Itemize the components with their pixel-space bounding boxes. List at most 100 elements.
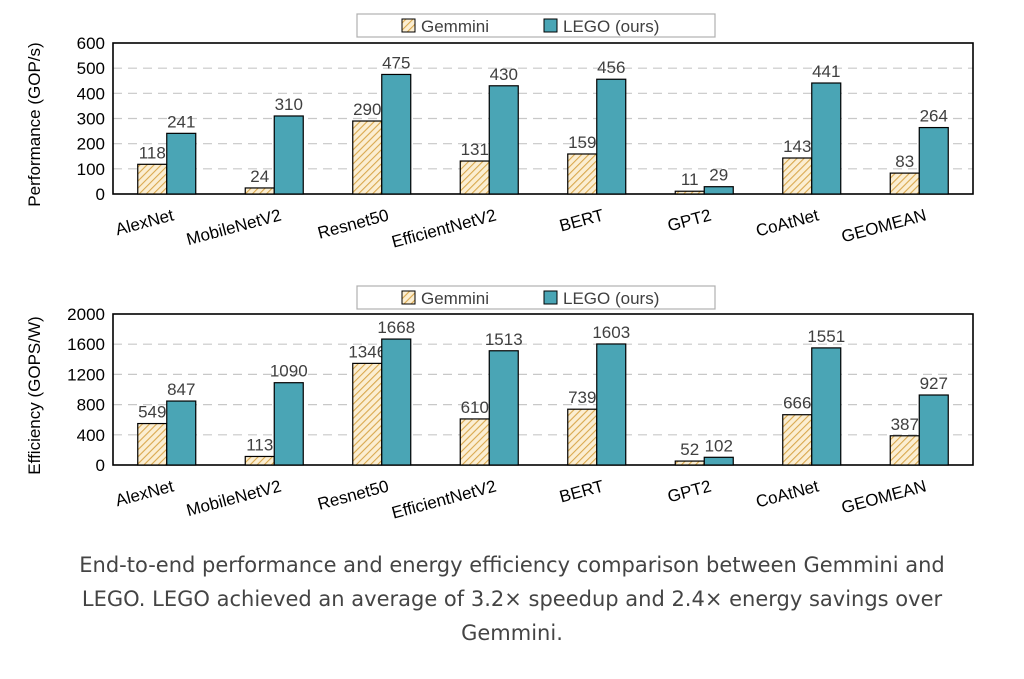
performance-chart: 0 100 200 300 400 500 600 Performance (GOP/s) 11… xyxy=(25,13,974,252)
x-tick-label: AlexNet xyxy=(113,205,176,239)
bar-gemmini xyxy=(244,455,275,466)
x-tick-label: GPT2 xyxy=(665,206,713,236)
y-tick-label: 1200 xyxy=(67,365,105,384)
y-tick-label: 400 xyxy=(77,84,105,103)
data-label-lego: 1090 xyxy=(270,362,308,381)
bar-gemmini xyxy=(352,120,383,195)
data-label-gemmini: 549 xyxy=(138,403,166,422)
legend-label-lego: LEGO (ours) xyxy=(563,17,659,36)
bar-lego xyxy=(811,347,842,466)
legend-swatch-lego xyxy=(543,290,558,305)
y-tick-label: 400 xyxy=(77,426,105,445)
data-label-gemmini: 1346 xyxy=(348,342,386,361)
data-label-lego: 1513 xyxy=(485,330,523,349)
bar-lego xyxy=(703,456,734,466)
data-label-gemmini: 666 xyxy=(783,394,811,413)
bar-lego xyxy=(166,132,197,195)
data-label-lego: 1551 xyxy=(807,327,845,346)
bar-lego xyxy=(166,400,197,466)
data-label-lego: 29 xyxy=(709,166,728,185)
data-label-lego: 310 xyxy=(275,95,303,114)
data-label-gemmini: 131 xyxy=(461,140,489,159)
legend-label-gemmini: Gemmini xyxy=(421,17,489,36)
y-tick-label: 1600 xyxy=(67,335,105,354)
x-tick-label: BERT xyxy=(557,206,605,236)
data-label-lego: 441 xyxy=(812,62,840,81)
data-label-gemmini: 113 xyxy=(246,435,273,454)
data-label-lego: 102 xyxy=(705,436,733,455)
bar-lego xyxy=(488,350,519,466)
data-label-lego: 264 xyxy=(920,107,948,126)
legend-label-gemmini: Gemmini xyxy=(421,289,489,308)
legend-swatch-lego xyxy=(543,18,558,33)
data-label-gemmini: 52 xyxy=(680,440,699,459)
data-label-lego: 475 xyxy=(382,53,410,72)
data-label-gemmini: 159 xyxy=(568,133,596,152)
legend-label-lego: LEGO (ours) xyxy=(563,289,659,308)
caption-line-2: LEGO. LEGO achieved an average of 3.2× s… xyxy=(81,587,943,611)
y-tick-label: 200 xyxy=(77,135,105,154)
y-tick-label: 0 xyxy=(96,185,105,204)
legend-swatch-gemmini xyxy=(401,18,416,33)
y-axis-label: Performance (GOP/s) xyxy=(25,42,44,206)
data-label-lego: 847 xyxy=(167,380,195,399)
y-tick-label: 100 xyxy=(77,160,105,179)
bar-gemmini xyxy=(459,160,490,195)
y-tick-label: 2000 xyxy=(67,305,105,324)
data-label-gemmini: 739 xyxy=(568,388,596,407)
x-tick-label: MobileNetV2 xyxy=(184,477,283,521)
bar-lego xyxy=(811,82,842,195)
bar-gemmini xyxy=(137,163,168,195)
data-label-lego: 1603 xyxy=(592,323,630,342)
data-label-gemmini: 118 xyxy=(139,143,166,162)
bar-lego xyxy=(918,394,949,466)
x-tick-label: MobileNetV2 xyxy=(184,206,283,250)
data-label-lego: 430 xyxy=(490,65,518,84)
bar-gemmini xyxy=(889,172,920,195)
data-label-gemmini: 24 xyxy=(250,167,269,186)
bar-gemmini xyxy=(782,414,813,466)
x-tick-label: GPT2 xyxy=(665,477,713,507)
y-tick-label: 0 xyxy=(96,456,105,475)
y-tick-label: 800 xyxy=(77,396,105,415)
x-tick-label: CoAtNet xyxy=(754,205,821,240)
legend: Gemmini LEGO (ours) xyxy=(356,13,716,38)
legend-box xyxy=(356,285,716,310)
x-tick-label: EfficientNetV2 xyxy=(390,477,499,523)
x-tick-label: AlexNet xyxy=(113,476,176,510)
legend: Gemmini LEGO (ours) xyxy=(356,285,716,310)
data-label-gemmini: 290 xyxy=(353,100,381,119)
bar-gemmini xyxy=(137,422,168,466)
legend-swatch-gemmini xyxy=(401,290,416,305)
data-label-lego: 456 xyxy=(597,58,625,77)
bar-gemmini xyxy=(352,362,383,466)
caption-line-1: End-to-end performance and energy effici… xyxy=(79,553,945,577)
data-label-gemmini: 143 xyxy=(783,137,811,156)
bar-lego xyxy=(488,85,519,195)
bar-lego xyxy=(381,73,412,195)
bar-lego xyxy=(273,115,304,195)
bar-lego xyxy=(918,126,949,195)
bar-gemmini xyxy=(567,408,598,466)
bar-lego xyxy=(596,78,627,195)
plot-frame xyxy=(112,42,974,195)
x-tick-label: Resnet50 xyxy=(316,206,391,243)
data-label-gemmini: 387 xyxy=(891,415,919,434)
figure-caption: End-to-end performance and energy effici… xyxy=(0,548,1024,650)
y-tick-label: 300 xyxy=(77,110,105,129)
x-tick-label: BERT xyxy=(557,477,605,507)
y-tick-label: 600 xyxy=(77,34,105,53)
plot-frame xyxy=(112,313,974,466)
y-tick-label: 500 xyxy=(77,59,105,78)
data-label-lego: 241 xyxy=(167,112,195,131)
bar-lego xyxy=(381,338,412,466)
data-label-gemmini: 11 xyxy=(681,170,699,189)
legend-box xyxy=(356,13,716,38)
data-label-lego: 1668 xyxy=(377,318,415,337)
x-tick-label: GEOMEAN xyxy=(839,206,928,247)
bar-gemmini xyxy=(459,418,490,466)
x-tick-label: CoAtNet xyxy=(754,476,821,511)
data-label-lego: 927 xyxy=(920,374,948,393)
data-label-gemmini: 83 xyxy=(895,152,914,171)
caption-line-3: Gemmini. xyxy=(461,621,563,645)
